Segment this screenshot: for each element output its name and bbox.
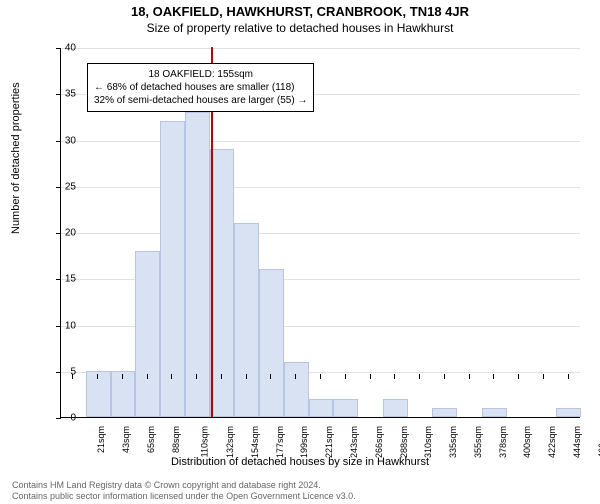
annot-line3: 32% of semi-detached houses are larger (…: [94, 94, 307, 107]
histogram-bar: [185, 112, 210, 417]
histogram-bar: [210, 149, 235, 417]
histogram-bar: [383, 399, 408, 418]
xtick-mark: [543, 374, 544, 379]
xtick-mark: [147, 374, 148, 379]
histogram-bar: [284, 362, 309, 418]
xtick-mark: [320, 374, 321, 379]
xtick-label: 177sqm: [275, 426, 285, 458]
xtick-mark: [345, 374, 346, 379]
xtick-mark: [419, 374, 420, 379]
ytick-label: 20: [48, 228, 76, 239]
xtick-label: 243sqm: [349, 426, 359, 458]
annotation-box: 18 OAKFIELD: 155sqm← 68% of detached hou…: [87, 63, 314, 112]
xtick-label: 400sqm: [522, 426, 532, 458]
xtick-label: 199sqm: [300, 426, 310, 458]
ytick-label: 30: [48, 135, 76, 146]
gridline: [61, 141, 580, 142]
xtick-mark: [270, 374, 271, 379]
xtick-label: 355sqm: [473, 426, 483, 458]
footer-text: Contains HM Land Registry data © Crown c…: [0, 480, 600, 502]
xtick-label: 21sqm: [96, 426, 106, 453]
xtick-label: 266sqm: [374, 426, 384, 458]
xtick-mark: [568, 374, 569, 379]
xtick-label: 110sqm: [200, 426, 210, 457]
xtick-mark: [394, 374, 395, 379]
xtick-mark: [469, 374, 470, 379]
gridline: [61, 233, 580, 234]
ytick-label: 15: [48, 274, 76, 285]
xtick-mark: [444, 374, 445, 379]
xtick-label: 335sqm: [448, 426, 458, 458]
gridline: [61, 48, 580, 49]
xtick-label: 65sqm: [146, 426, 156, 453]
page-subtitle: Size of property relative to detached ho…: [0, 21, 600, 35]
page-title: 18, OAKFIELD, HAWKHURST, CRANBROOK, TN18…: [0, 4, 600, 19]
y-axis-label: Number of detached properties: [10, 82, 22, 234]
xtick-mark: [493, 374, 494, 379]
histogram-bar: [234, 223, 259, 417]
ytick-label: 25: [48, 181, 76, 192]
xtick-mark: [295, 374, 296, 379]
xtick-label: 422sqm: [547, 426, 557, 458]
xtick-label: 310sqm: [423, 426, 433, 458]
xtick-label: 378sqm: [498, 426, 508, 458]
xtick-label: 154sqm: [250, 426, 260, 458]
chart-container: 18, OAKFIELD, HAWKHURST, CRANBROOK, TN18…: [0, 4, 600, 504]
xtick-mark: [518, 374, 519, 379]
xtick-mark: [97, 374, 98, 379]
xtick-mark: [72, 374, 73, 379]
xtick-mark: [122, 374, 123, 379]
xtick-mark: [246, 374, 247, 379]
histogram-bar: [160, 121, 185, 417]
ytick-label: 40: [48, 43, 76, 54]
xtick-label: 221sqm: [324, 426, 334, 458]
xtick-label: 444sqm: [572, 426, 582, 458]
histogram-bar: [556, 408, 581, 417]
annot-line1: 18 OAKFIELD: 155sqm: [94, 68, 307, 81]
xtick-label: 43sqm: [121, 426, 131, 453]
histogram-bar: [432, 408, 457, 417]
ytick-label: 10: [48, 320, 76, 331]
histogram-bar: [259, 269, 284, 417]
ytick-label: 0: [48, 413, 76, 424]
footer-line1: Contains HM Land Registry data © Crown c…: [12, 480, 321, 490]
xtick-mark: [370, 374, 371, 379]
xtick-mark: [196, 374, 197, 379]
xtick-label: 132sqm: [225, 426, 235, 458]
histogram-bar: [135, 251, 160, 418]
annot-line2: ← 68% of detached houses are smaller (11…: [94, 81, 307, 94]
histogram-bar: [309, 399, 334, 418]
plot-area: 18 OAKFIELD: 155sqm← 68% of detached hou…: [60, 48, 580, 418]
histogram-bar: [333, 399, 358, 418]
xtick-label: 88sqm: [171, 426, 181, 453]
chart-area: 18 OAKFIELD: 155sqm← 68% of detached hou…: [60, 48, 580, 418]
xtick-mark: [171, 374, 172, 379]
xtick-label: 288sqm: [399, 426, 409, 458]
xtick-mark: [221, 374, 222, 379]
histogram-bar: [482, 408, 507, 417]
xtick-label: 466sqm: [597, 426, 600, 458]
gridline: [61, 187, 580, 188]
ytick-label: 35: [48, 89, 76, 100]
